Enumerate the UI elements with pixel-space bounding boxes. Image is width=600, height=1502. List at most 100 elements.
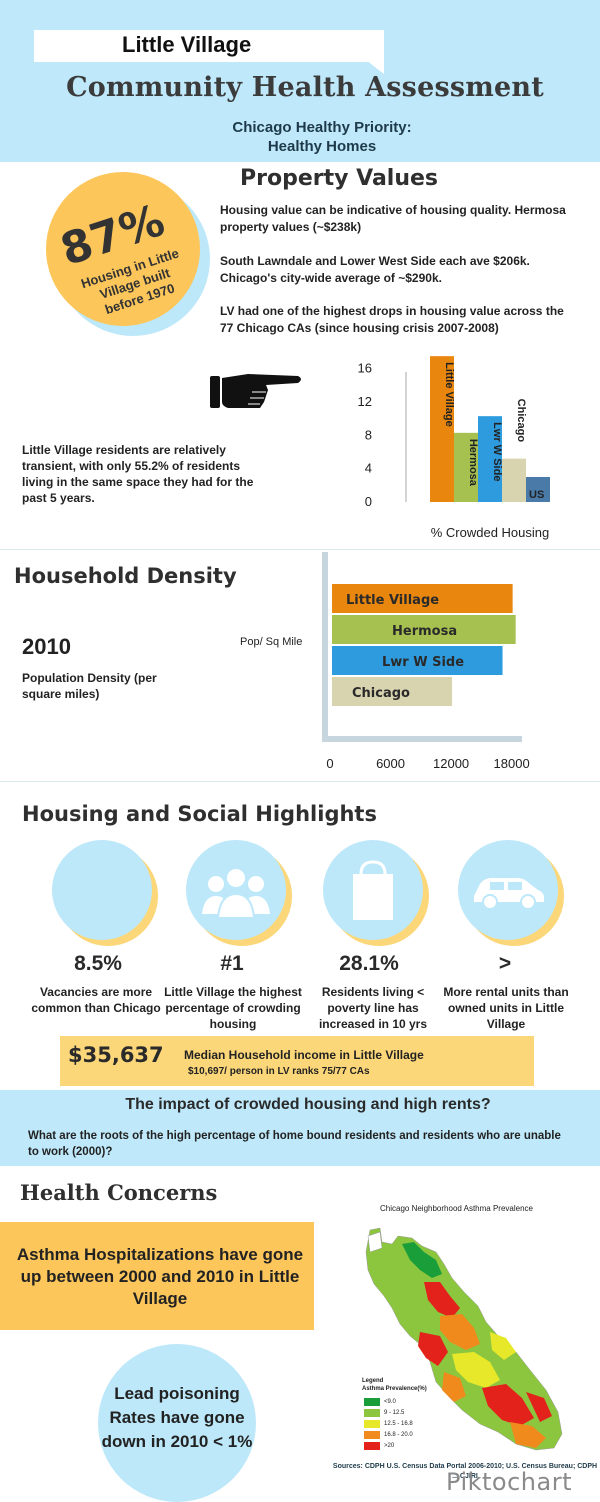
lead-circle <box>98 1344 256 1502</box>
chart-x-axis-label: % Crowded Housing <box>431 525 550 540</box>
impact-question: What are the roots of the high percentag… <box>28 1130 561 1158</box>
legend-swatch <box>364 1397 380 1406</box>
income-banner <box>60 1036 534 1086</box>
x-tick-label: 6000 <box>376 756 405 771</box>
density-label: Population Density (per square miles) <box>22 671 157 701</box>
x-tick-label: 18000 <box>494 756 530 771</box>
y-tick-label: 8 <box>365 427 372 442</box>
legend-item: >20 <box>364 1440 454 1451</box>
highlight-circle-vacancy <box>52 840 152 940</box>
legend-swatch <box>364 1408 380 1417</box>
stat-circle <box>46 172 200 326</box>
bar-lwr-w-side <box>478 416 502 502</box>
bar-lwr-w-side <box>332 646 503 675</box>
property-paragraph-3: LV had one of the highest drops in housi… <box>220 304 564 335</box>
shopping-bag-icon <box>353 860 393 920</box>
legend-swatch <box>364 1419 380 1428</box>
median-income-title: Median Household income in Little Villag… <box>184 1048 424 1062</box>
bar-chicago <box>332 677 453 706</box>
bar-hermosa <box>332 615 516 644</box>
legend-item: 9 - 12.5 <box>364 1407 454 1418</box>
legend-swatch <box>364 1430 380 1439</box>
section-divider <box>0 781 600 782</box>
asthma-text: Asthma Hospitalizations have gone up bet… <box>16 1245 304 1308</box>
density-year: 2010 <box>22 634 71 659</box>
highlight-circle-crowding <box>186 840 286 940</box>
section-divider <box>0 549 600 550</box>
bar-label: Little Village <box>346 593 439 608</box>
priority-subtitle: Chicago Healthy Priority: Healthy Homes <box>0 118 600 156</box>
legend-swatch <box>364 1441 380 1450</box>
transient-residents-text: Little Village residents are relatively … <box>22 443 254 505</box>
highlight-desc: Vacancies are more common than Chicago <box>31 985 161 1015</box>
bar-label: Lwr W Side <box>382 655 464 670</box>
bar-little-village <box>430 356 454 502</box>
page-title: Community Health Assessment <box>66 72 544 103</box>
legend-item: 12.5 - 16.8 <box>364 1418 454 1429</box>
map-legend: <9.0 9 - 12.5 12.5 - 16.8 16.8 - 20.0 >20 <box>364 1396 454 1451</box>
highlight-stat: 8.5% <box>74 952 122 975</box>
bar-label: Chicago <box>515 399 527 443</box>
priority-line-1: Chicago Healthy Priority: <box>232 119 412 136</box>
population-density-chart: Little Village Hermosa Lwr W Side Chicago 0… <box>322 552 530 771</box>
lead-poisoning-text: Lead poisoning Rates have gone down in 2… <box>101 1384 253 1451</box>
highlight-circle-rental <box>458 840 558 940</box>
asthma-banner <box>0 1222 314 1330</box>
speech-bubble-tail <box>366 60 384 74</box>
impact-banner <box>0 1090 600 1166</box>
speech-bubble <box>34 30 384 62</box>
x-tick-label: 12000 <box>433 756 469 771</box>
map-title: Chicago Neighborhood Asthma Prevalence <box>380 1204 533 1213</box>
crowded-housing-chart: 0 4 8 12 16 Little Village Hermosa Lwr W Side C… <box>358 356 550 540</box>
income-per-person: $10,697/ person in LV ranks 75/77 CAs <box>188 1066 370 1077</box>
legend-label: >20 <box>384 1442 395 1449</box>
highlight-stat: > <box>498 952 512 975</box>
priority-line-2: Healthy Homes <box>267 138 377 155</box>
asthma-prevalence-map <box>365 1227 563 1451</box>
legend-label: 12.5 - 16.8 <box>384 1420 413 1427</box>
density-unit-label: Pop/ Sq Mile <box>240 636 303 648</box>
car-icon <box>474 878 544 910</box>
x-tick-label: 0 <box>326 756 333 771</box>
bar-chicago <box>502 458 526 502</box>
property-values-title: Property Values <box>240 166 439 191</box>
median-income-value: $35,637 <box>68 1043 164 1067</box>
legend-label: <9.0 <box>384 1398 396 1405</box>
y-tick-label: 12 <box>358 394 372 409</box>
people-icon <box>202 867 270 919</box>
highlight-stat: 28.1% <box>339 952 399 975</box>
bar-label: Hermosa <box>467 439 479 487</box>
impact-title: The impact of crowded housing and high r… <box>125 1096 491 1113</box>
header-banner <box>0 0 600 162</box>
y-tick-label: 4 <box>365 461 372 476</box>
highlight-stat: #1 <box>220 952 244 975</box>
highlight-circle-poverty <box>323 840 423 940</box>
y-tick-label: 0 <box>365 494 372 509</box>
household-density-title: Household Density <box>14 564 237 588</box>
property-paragraph-1: Housing value can be indicative of housi… <box>220 203 566 234</box>
pointing-hand-icon <box>210 374 301 408</box>
y-tick-label: 16 <box>358 361 372 376</box>
bar-label: Chicago <box>352 686 410 701</box>
bar-us <box>526 477 550 502</box>
bar-hermosa <box>454 432 478 502</box>
x-axis-bar <box>322 736 522 742</box>
highlight-desc: More rental units than owned units in Li… <box>443 985 569 1031</box>
legend-label: 16.8 - 20.0 <box>384 1431 413 1438</box>
community-name: Little Village <box>122 32 252 57</box>
legend-subtitle: Asthma Prevalence(%) <box>362 1386 427 1392</box>
legend-label: 9 - 12.5 <box>384 1409 405 1416</box>
bar-label: US <box>529 489 544 501</box>
bar-label: Little Village <box>443 362 455 427</box>
highlight-desc: Little Village the highest percentage of… <box>164 985 302 1031</box>
bar-label: Hermosa <box>392 624 457 639</box>
health-concerns-title: Health Concerns <box>20 1180 218 1205</box>
legend-item: <9.0 <box>364 1396 454 1407</box>
brand-watermark: Piktochart <box>446 1468 572 1496</box>
legend-title: Legend <box>362 1378 384 1384</box>
bar-little-village <box>332 584 513 613</box>
legend-item: 16.8 - 20.0 <box>364 1429 454 1440</box>
sources-text: Sources: CDPH U.S. Census Data Portal 20… <box>332 1463 598 1480</box>
property-paragraph-2: South Lawndale and Lower West Side each … <box>220 254 530 285</box>
y-axis-bar <box>322 552 328 742</box>
